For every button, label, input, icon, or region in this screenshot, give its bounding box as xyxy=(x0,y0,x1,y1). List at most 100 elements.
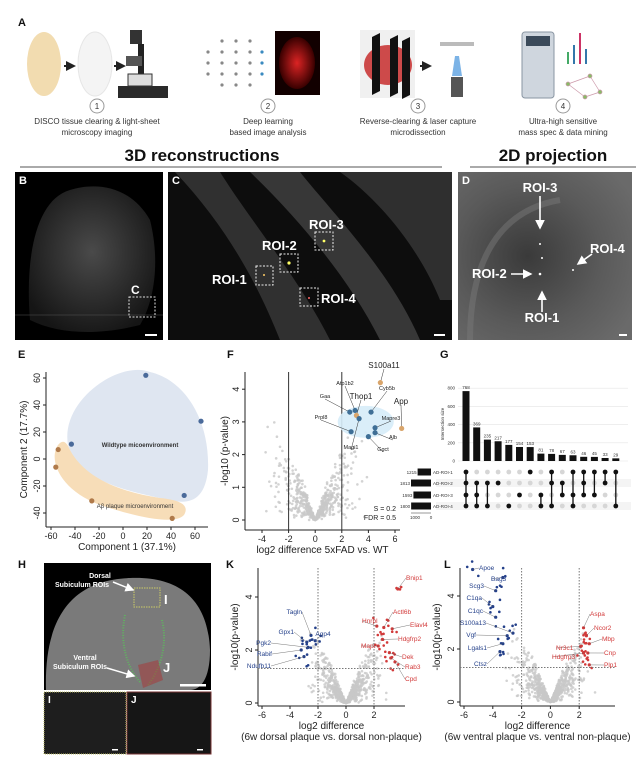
label-leader xyxy=(390,657,406,668)
network-node xyxy=(220,50,224,54)
volcano-chart-f: -4 -2 0 2 4 6 0 1 2 3 4 -log10 (p-value) log2 differ… xyxy=(220,361,409,556)
dorsal-roi-box xyxy=(133,587,161,608)
background-point xyxy=(301,493,305,497)
background-point xyxy=(361,678,364,681)
network-node xyxy=(234,61,238,65)
background-point xyxy=(341,483,345,487)
background-point xyxy=(546,697,549,700)
workflow-step-4-illustration xyxy=(521,31,603,100)
background-point xyxy=(565,662,568,666)
y-tick-label: -40 xyxy=(32,506,42,519)
background-point xyxy=(346,506,349,510)
background-point xyxy=(307,504,311,508)
background-point xyxy=(330,476,333,480)
background-point xyxy=(522,673,526,676)
nonmember-dot xyxy=(581,503,587,509)
plaque-point xyxy=(89,498,95,504)
background-point xyxy=(346,697,350,701)
background-point xyxy=(360,694,364,698)
point-label: Thop1 xyxy=(350,392,373,401)
roi-1-label: ROI-1 xyxy=(212,272,247,287)
background-point xyxy=(322,514,326,518)
y-tick-label: 2 xyxy=(244,647,254,652)
background-point xyxy=(536,699,540,702)
background-point xyxy=(329,664,333,667)
background-point xyxy=(365,695,368,699)
background-point xyxy=(340,692,343,696)
point-label: Gaa xyxy=(320,394,331,400)
x-tick-label: -2 xyxy=(285,534,293,544)
background-point xyxy=(325,482,329,486)
intersection-bar xyxy=(516,446,523,461)
background-point xyxy=(522,690,526,694)
background-point xyxy=(332,690,335,694)
gene-label: C1qc xyxy=(468,608,484,615)
background-point xyxy=(511,640,514,643)
background-point xyxy=(331,508,335,512)
step-number-circle xyxy=(260,98,276,114)
significant-up-point xyxy=(376,633,380,637)
network-node xyxy=(260,61,264,65)
background-point xyxy=(534,695,538,699)
background-point xyxy=(506,652,510,655)
x-tick-label: -2 xyxy=(314,710,322,720)
background-point xyxy=(367,655,371,659)
background-point xyxy=(530,686,534,690)
label-leader xyxy=(586,627,595,636)
background-point xyxy=(303,502,307,506)
intersection-bar xyxy=(601,457,609,461)
background-point xyxy=(335,683,339,686)
background-point xyxy=(294,468,298,472)
background-point xyxy=(298,504,302,508)
background-point xyxy=(338,478,342,482)
panel-j-image xyxy=(126,691,212,755)
background-point xyxy=(556,682,560,686)
background-point xyxy=(373,670,376,674)
background-point xyxy=(321,653,325,656)
x-axis-label: log2 difference xyxy=(505,721,571,732)
x-tick-label: 6 xyxy=(392,534,397,544)
label-leader xyxy=(389,652,403,658)
cleared-brain-icon xyxy=(77,31,113,97)
gene-label: Rabif xyxy=(257,651,272,658)
labeled-point xyxy=(356,416,362,422)
background-point xyxy=(514,675,517,679)
background-point xyxy=(364,659,367,663)
background-point xyxy=(537,676,541,679)
nonmember-dot xyxy=(485,469,490,475)
label-leader xyxy=(350,418,360,451)
label-leader xyxy=(486,651,501,665)
significant-up-point xyxy=(583,632,587,635)
label-leader xyxy=(301,611,312,636)
background-point xyxy=(338,463,342,467)
background-point xyxy=(294,506,297,510)
background-point xyxy=(370,672,373,676)
y-tick-label: 0 xyxy=(32,456,42,461)
significant-down-point xyxy=(314,626,317,630)
x-tick-label: 20 xyxy=(142,531,152,541)
background-point xyxy=(328,509,332,512)
background-point xyxy=(379,654,383,658)
roi-4-box xyxy=(299,287,319,307)
background-point xyxy=(367,676,371,679)
member-dot xyxy=(495,480,501,486)
y-axis-label: -log10 (p-value) xyxy=(220,416,231,486)
background-point xyxy=(277,500,280,504)
background-point xyxy=(568,681,571,685)
label-leader xyxy=(394,661,406,680)
background-point xyxy=(328,513,332,516)
background-point xyxy=(322,695,325,699)
bar-value-label: 45 xyxy=(592,451,598,456)
set-size-label: 1800 xyxy=(400,504,411,509)
label-leader xyxy=(370,390,388,413)
background-point xyxy=(314,652,318,655)
point-label: S100a11 xyxy=(368,361,400,370)
background-point xyxy=(579,656,583,659)
background-point xyxy=(313,684,316,688)
background-point xyxy=(329,497,333,501)
background-point xyxy=(358,693,361,697)
background-point xyxy=(358,664,362,668)
bar-value-label: 153 xyxy=(526,441,534,446)
background-point xyxy=(522,646,526,650)
background-point xyxy=(573,651,577,655)
